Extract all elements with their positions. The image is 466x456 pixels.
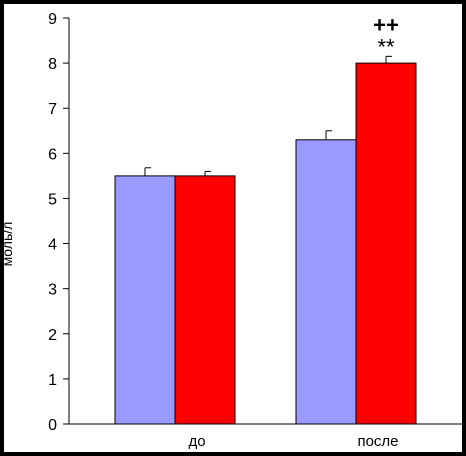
bar — [114, 175, 176, 425]
category-label: после — [357, 433, 398, 450]
y-tick-label: 9 — [48, 11, 57, 28]
y-axis-label: моль/л — [0, 222, 15, 267]
bar — [295, 139, 357, 425]
bar — [174, 175, 236, 425]
y-tick-label: 4 — [48, 237, 57, 254]
labels: 0 1 2 3 4 5 6 7 8 9 до после **++ — [48, 11, 399, 450]
y-tick-label: 6 — [48, 146, 57, 163]
y-tick-label: 0 — [48, 417, 57, 434]
y-tick-label: 5 — [48, 191, 57, 208]
significance-marker: ** — [377, 34, 395, 59]
y-tick-label: 7 — [48, 101, 57, 118]
bar — [355, 62, 417, 425]
y-tick-label: 8 — [48, 56, 57, 73]
significance-marker: ++ — [373, 12, 399, 37]
category-label: до — [188, 433, 205, 450]
y-tick-label: 1 — [48, 372, 57, 389]
bars — [114, 55, 417, 425]
y-tick-label: 3 — [48, 282, 57, 299]
y-tick-label: 2 — [48, 327, 57, 344]
